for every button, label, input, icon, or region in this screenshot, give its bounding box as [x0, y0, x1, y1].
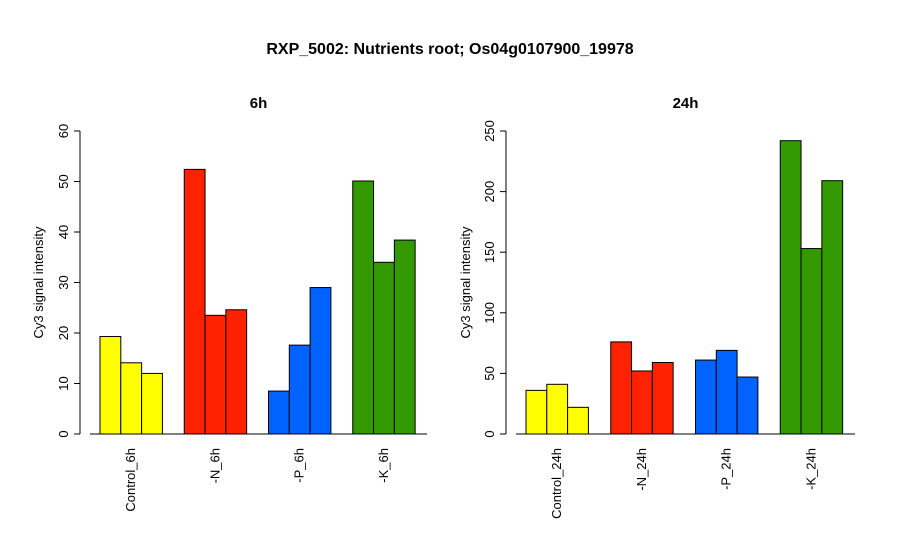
x-category-label: -K_6h: [376, 448, 391, 483]
y-tick-label: 20: [56, 326, 71, 340]
bar-p-24h-1: [695, 359, 717, 435]
bar-control-24h-2: [546, 383, 569, 435]
bar-p-6h-2: [288, 344, 311, 435]
y-axis-label: Cy3 signal intensity: [31, 226, 46, 338]
y-tick-label: 50: [482, 366, 497, 380]
bar-k-24h-1: [779, 140, 802, 435]
x-category-label: Control_6h: [123, 448, 138, 512]
y-tick-label: 0: [56, 430, 71, 437]
y-tick-label: 100: [482, 302, 497, 324]
bar-n-6h-2: [204, 314, 227, 435]
x-category-label: -P_24h: [719, 448, 734, 490]
panel-title: 24h: [673, 95, 699, 112]
bar-n-6h-3: [225, 309, 248, 435]
bar-control-24h-1: [525, 389, 548, 435]
panel-title: 6h: [250, 95, 268, 112]
x-category-label: -N_6h: [207, 448, 222, 483]
y-tick-label: 10: [56, 376, 71, 390]
bar-n-6h-1: [183, 168, 206, 435]
bar-p-24h-3: [736, 376, 759, 435]
y-tick-label: 250: [482, 120, 497, 142]
bar-p-6h-3: [309, 287, 332, 435]
y-tick-label: 50: [56, 174, 71, 188]
bar-k-6h-2: [373, 261, 395, 435]
x-category-label: -N_24h: [634, 448, 649, 491]
bar-control-6h-3: [141, 372, 163, 435]
bar-k-6h-1: [352, 180, 375, 435]
x-category-label: Control_24h: [549, 448, 564, 519]
x-category-label: -P_6h: [292, 448, 307, 483]
bar-control-24h-3: [567, 406, 589, 435]
bar-k-24h-3: [821, 180, 844, 435]
bar-control-6h-1: [99, 336, 122, 435]
y-tick-label: 40: [56, 225, 71, 239]
y-axis-label: Cy3 signal intensity: [458, 226, 473, 338]
bar-control-6h-2: [120, 362, 143, 435]
bar-k-24h-2: [800, 248, 823, 435]
bar-n-24h-3: [651, 361, 674, 435]
chart-panel-24h: 24h 0 50 100 150 200 250 Cy3 signal intensity Co…: [458, 95, 855, 519]
bar-n-24h-1: [610, 341, 633, 435]
bar-k-6h-3: [393, 239, 416, 435]
y-tick-label: 60: [56, 124, 71, 138]
x-category-label: -K_24h: [803, 448, 818, 490]
main-title: RXP_5002: Nutrients root; Os04g0107900_1…: [266, 41, 633, 58]
bar-p-24h-2: [715, 349, 738, 435]
y-tick-label: 150: [482, 241, 497, 263]
chart-panel-6h: 6h 0 10 20 30 40 50 60 Cy3 signal intensity Contr…: [31, 95, 427, 512]
y-tick-label: 0: [482, 430, 497, 437]
y-tick-label: 30: [56, 275, 71, 289]
bar-p-6h-1: [268, 390, 290, 435]
bar-n-24h-2: [631, 370, 653, 435]
y-tick-label: 200: [482, 181, 497, 203]
